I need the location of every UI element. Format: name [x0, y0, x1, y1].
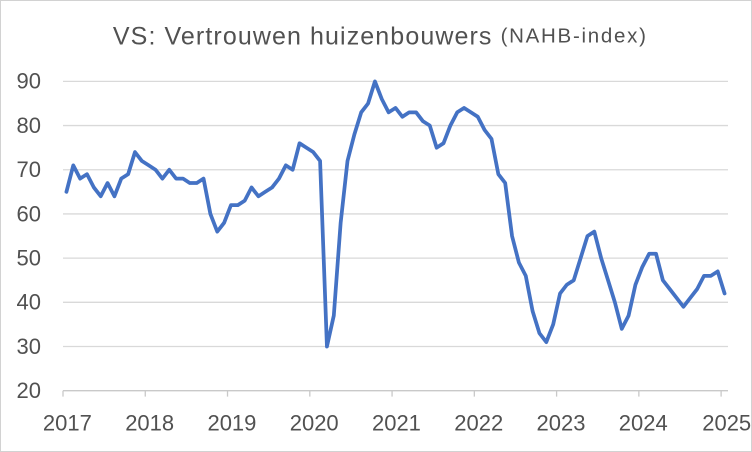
svg-text:40: 40 [16, 289, 40, 314]
svg-text:2024: 2024 [618, 410, 667, 435]
svg-text:2017: 2017 [42, 410, 91, 435]
svg-text:2020: 2020 [289, 410, 338, 435]
svg-text:50: 50 [16, 245, 40, 270]
svg-text:VS: Vertrouwen huizenbouwers (: VS: Vertrouwen huizenbouwers (NAHB-index… [112, 22, 647, 50]
svg-text:2021: 2021 [371, 410, 420, 435]
svg-text:2023: 2023 [536, 410, 585, 435]
svg-text:2022: 2022 [454, 410, 503, 435]
svg-text:2019: 2019 [207, 410, 256, 435]
svg-text:2025: 2025 [702, 410, 751, 435]
svg-text:70: 70 [16, 157, 40, 182]
svg-text:80: 80 [16, 112, 40, 137]
svg-text:90: 90 [16, 68, 40, 93]
svg-text:20: 20 [16, 378, 40, 403]
svg-text:60: 60 [16, 201, 40, 226]
svg-text:2018: 2018 [125, 410, 174, 435]
svg-text:30: 30 [16, 333, 40, 358]
